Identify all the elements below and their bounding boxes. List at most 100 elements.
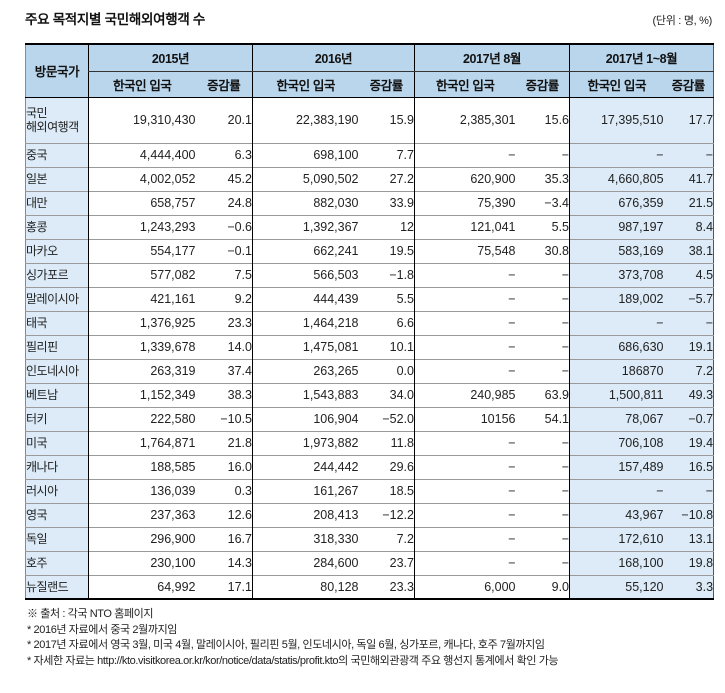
growth-rate-cell: 7.2 bbox=[358, 526, 415, 551]
arrivals-cell: − bbox=[414, 262, 516, 287]
growth-rate-cell: 27.2 bbox=[358, 166, 415, 191]
growth-rate-cell: 12.6 bbox=[195, 502, 253, 527]
growth-rate-cell: 18.5 bbox=[358, 478, 415, 503]
growth-rate-cell: 7.2 bbox=[663, 358, 714, 383]
growth-rate-cell: 38.3 bbox=[195, 382, 253, 407]
growth-rate-cell: 12 bbox=[358, 214, 415, 239]
table-row: 미국 1,764,871 21.8 1,973,882 11.8− −706,108 19.… bbox=[25, 430, 714, 455]
table-row: 뉴질랜드 64,992 17.1 80,128 23.3 6,000 9.0 55,120 3.… bbox=[25, 574, 714, 599]
arrivals-cell: 296,900 bbox=[88, 526, 196, 551]
arrivals-cell: 987,197 bbox=[569, 214, 664, 239]
country-cell: 홍콩 bbox=[25, 214, 89, 239]
arrivals-cell: 121,041 bbox=[414, 214, 516, 239]
arrivals-cell: − bbox=[414, 430, 516, 455]
growth-rate-cell: 3.3 bbox=[663, 574, 714, 599]
growth-rate-cell: − bbox=[663, 478, 714, 503]
country-cell: 터키 bbox=[25, 406, 89, 431]
growth-rate-cell: −0.6 bbox=[195, 214, 253, 239]
table-row: 일본 4,002,052 45.2 5,090,502 27.2 620,900 35.3 4… bbox=[25, 166, 714, 191]
arrivals-cell: 230,100 bbox=[88, 550, 196, 575]
arrivals-cell: − bbox=[569, 478, 664, 503]
arrivals-cell: 17,395,510 bbox=[569, 97, 664, 143]
growth-rate-cell: 63.9 bbox=[515, 382, 570, 407]
country-cell: 영국 bbox=[25, 502, 89, 527]
country-cell: 일본 bbox=[25, 166, 89, 191]
arrivals-cell: 284,600 bbox=[252, 550, 359, 575]
arrivals-cell: 882,030 bbox=[252, 190, 359, 215]
arrivals-cell: 6,000 bbox=[414, 574, 516, 599]
arrivals-cell: 136,039 bbox=[88, 478, 196, 503]
table-row: 호주 230,100 14.3 284,600 23.7− −168,100 19.8 bbox=[25, 550, 714, 575]
arrivals-cell: 686,630 bbox=[569, 334, 664, 359]
arrivals-cell: − bbox=[414, 358, 516, 383]
arrivals-cell: 22,383,190 bbox=[252, 97, 359, 143]
arrivals-cell: 658,757 bbox=[88, 190, 196, 215]
arrivals-cell: 208,413 bbox=[252, 502, 359, 527]
table-row: 싱가포르 577,082 7.5 566,503 −1.8− −373,708 4.5 bbox=[25, 262, 714, 287]
arrivals-cell: 263,319 bbox=[88, 358, 196, 383]
footnotes: ※ 출처 : 각국 NTO 홈페이지 * 2016년 자료에서 중국 2월까지임… bbox=[27, 607, 725, 669]
footnote-url: * 자세한 자료는 http://kto.visitkorea.or.kr/ko… bbox=[27, 654, 559, 667]
arrivals-cell: 1,973,882 bbox=[252, 430, 359, 455]
growth-rate-cell: 11.8 bbox=[358, 430, 415, 455]
growth-rate-cell: 16.5 bbox=[663, 454, 714, 479]
arrivals-cell: 172,610 bbox=[569, 526, 664, 551]
growth-rate-cell: − bbox=[515, 142, 570, 167]
arrivals-cell: 662,241 bbox=[252, 238, 359, 263]
arrivals-cell: 577,082 bbox=[88, 262, 196, 287]
arrivals-cell: 161,267 bbox=[252, 478, 359, 503]
country-cell: 뉴질랜드 bbox=[25, 574, 89, 599]
arrivals-cell: 75,390 bbox=[414, 190, 516, 215]
arrivals-cell: 1,764,871 bbox=[88, 430, 196, 455]
growth-rate-cell: 29.6 bbox=[358, 454, 415, 479]
growth-rate-cell: 23.3 bbox=[195, 310, 253, 335]
growth-rate-cell: − bbox=[515, 286, 570, 311]
growth-rate-cell: 7.5 bbox=[195, 262, 253, 287]
arrivals-cell: 43,967 bbox=[569, 502, 664, 527]
year-header-2015: 2015년 bbox=[88, 44, 253, 72]
arrivals-cell: 263,265 bbox=[252, 358, 359, 383]
growth-rate-cell: − bbox=[515, 502, 570, 527]
country-cell: 말레이시아 bbox=[25, 286, 89, 311]
unit-note: (단위 : 명, %) bbox=[652, 15, 713, 27]
subheader-growth: 증감률 bbox=[663, 71, 714, 98]
growth-rate-cell: 14.3 bbox=[195, 550, 253, 575]
growth-rate-cell: 17.7 bbox=[663, 97, 714, 143]
arrivals-cell: 554,177 bbox=[88, 238, 196, 263]
title-bar: 주요 목적지별 국민해외여행객 수 (단위 : 명, %) bbox=[25, 8, 712, 28]
outbound-travelers-table: 방문국가 2015년 2016년 2017년 8월 2017년 1~8월 한국인… bbox=[25, 43, 715, 600]
arrivals-cell: 1,376,925 bbox=[88, 310, 196, 335]
arrivals-cell: − bbox=[569, 142, 664, 167]
table-row: 대만 658,757 24.8 882,030 33.9 75,390 −3.4 676,35… bbox=[25, 190, 714, 215]
subheader-arrivals: 한국인 입국 bbox=[252, 71, 359, 98]
arrivals-cell: 676,359 bbox=[569, 190, 664, 215]
growth-rate-cell: 24.8 bbox=[195, 190, 253, 215]
arrivals-cell: − bbox=[569, 310, 664, 335]
growth-rate-cell: − bbox=[663, 310, 714, 335]
growth-rate-cell: 0.3 bbox=[195, 478, 253, 503]
table-row: 영국 237,363 12.6 208,413 −12.2− −43,967 −10.8 bbox=[25, 502, 714, 527]
growth-rate-cell: 38.1 bbox=[663, 238, 714, 263]
country-cell: 대만 bbox=[25, 190, 89, 215]
growth-rate-cell: 13.1 bbox=[663, 526, 714, 551]
year-header-2016: 2016년 bbox=[252, 44, 415, 72]
country-cell: 마카오 bbox=[25, 238, 89, 263]
arrivals-cell: 19,310,430 bbox=[88, 97, 196, 143]
growth-rate-cell: −0.1 bbox=[195, 238, 253, 263]
growth-rate-cell: −0.7 bbox=[663, 406, 714, 431]
growth-rate-cell: 15.9 bbox=[389, 113, 414, 127]
arrivals-cell: 237,363 bbox=[88, 502, 196, 527]
growth-rate-cell: 20.1 bbox=[227, 113, 252, 127]
arrivals-cell: 10156 bbox=[414, 406, 516, 431]
report-page: 주요 목적지별 국민해외여행객 수 (단위 : 명, %) 방문국가 2015년… bbox=[0, 8, 725, 693]
growth-rate-cell: − bbox=[515, 262, 570, 287]
arrivals-cell: 706,108 bbox=[569, 430, 664, 455]
arrivals-cell: 1,243,293 bbox=[88, 214, 196, 239]
arrivals-cell: − bbox=[414, 550, 516, 575]
arrivals-cell: 64,992 bbox=[88, 574, 196, 599]
table-row: 베트남 1,152,349 38.3 1,543,883 34.0 240,985 63.9… bbox=[25, 382, 714, 407]
arrivals-cell: 80,128 bbox=[252, 574, 359, 599]
country-cell: 국민 해외여행객 bbox=[25, 97, 89, 143]
table-row: 홍콩 1,243,293 −0.6 1,392,367 12 121,041 5.5 987,… bbox=[25, 214, 714, 239]
country-cell: 캐나다 bbox=[25, 454, 89, 479]
